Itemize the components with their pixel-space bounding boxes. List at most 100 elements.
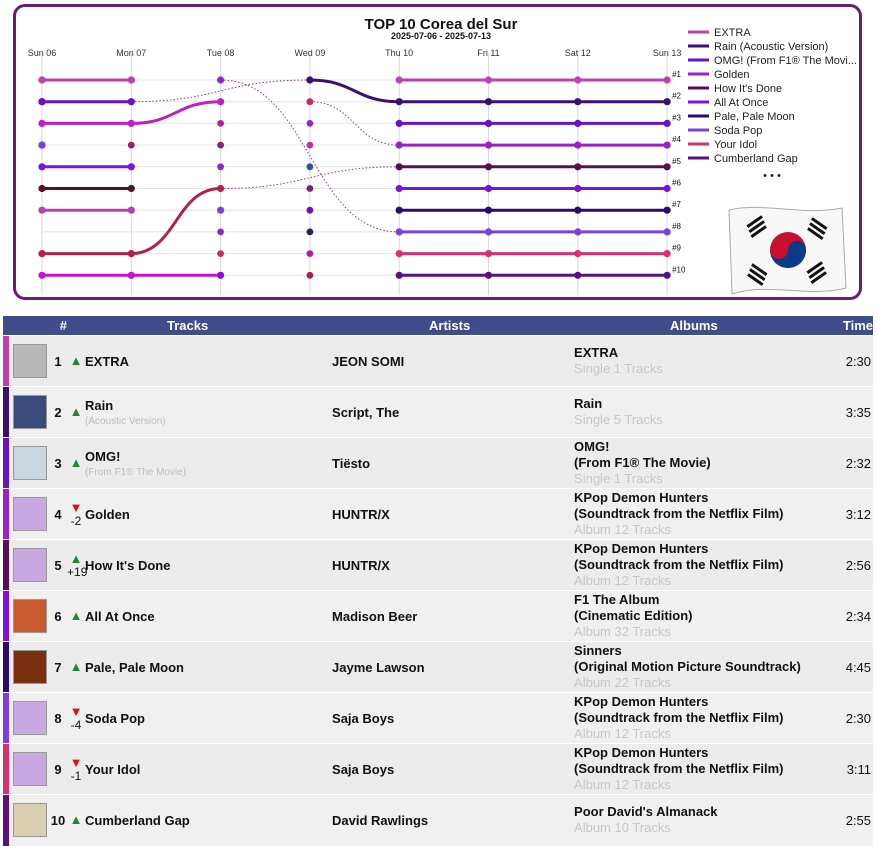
table-row[interactable]: 1 ▲ EXTRA JEON SOMI EXTRA Single 1 Tracks… (3, 335, 874, 387)
album-cell[interactable]: F1 The Album (Cinematic Edition) Album 32 … (574, 590, 830, 642)
legend-entry[interactable]: Cumberland Gap (714, 153, 798, 165)
album-cell[interactable]: KPop Demon Hunters (Soundtrack from the N… (574, 488, 830, 540)
rank-point (306, 76, 314, 84)
artist-name[interactable]: Saja Boys (331, 743, 575, 795)
album-cell[interactable]: OMG! (From F1® The Movie) Single 1 Tracks (574, 437, 830, 489)
track-title[interactable]: Your Idol (85, 761, 141, 777)
legend-entry[interactable]: Pale, Pale Moon (714, 111, 795, 123)
rank-change-cell: ▲ (67, 590, 86, 642)
legend-entry[interactable]: OMG! (From F1® The Movi... (714, 55, 857, 67)
table-row[interactable]: 10 ▲ Cumberland Gap David Rawlings Poor … (3, 794, 874, 846)
album-cover-thumbnail[interactable] (13, 752, 47, 786)
table-row[interactable]: 2 ▲ Rain (Acoustic Version) Script, The R… (3, 386, 874, 438)
rank-point (38, 76, 46, 84)
rank-point (38, 271, 46, 279)
artist-name[interactable]: David Rawlings (331, 794, 575, 846)
artist-name[interactable]: HUNTR/X (331, 539, 575, 591)
album-cover-thumbnail[interactable] (13, 599, 47, 633)
track-subtitle: (Acoustic Version) (85, 415, 166, 427)
rank-point (574, 119, 582, 127)
album-cover-thumbnail[interactable] (13, 701, 47, 735)
rank-point (38, 141, 46, 149)
track-title[interactable]: EXTRA (85, 353, 130, 369)
album-title-line: (Cinematic Edition) (574, 608, 693, 623)
track-title[interactable]: Golden (85, 506, 130, 522)
artist-name[interactable]: Jayme Lawson (331, 641, 575, 693)
legend-entry[interactable]: Your Idol (714, 139, 757, 151)
table-row[interactable]: 3 ▲ OMG! (From F1® The Movie) Tiësto OMG!… (3, 437, 874, 489)
rank-point (574, 76, 582, 84)
legend-entry[interactable]: All At Once (714, 97, 768, 109)
album-cover-thumbnail[interactable] (13, 344, 47, 378)
album-meta: Album 12 Tracks (574, 522, 671, 537)
album-cell[interactable]: KPop Demon Hunters (Soundtrack from the N… (574, 692, 830, 744)
album-title-line: KPop Demon Hunters (574, 694, 709, 709)
trend-down-icon: ▼ (69, 703, 83, 719)
rank-point (574, 141, 582, 149)
album-title-line: KPop Demon Hunters (574, 745, 709, 760)
track-title[interactable]: How It's Done (85, 557, 171, 573)
track-cell: Cumberland Gap (85, 794, 332, 846)
header-albums[interactable]: Albums (574, 316, 830, 336)
rank-point (127, 163, 135, 171)
legend-entry[interactable]: Rain (Acoustic Version) (714, 41, 828, 53)
track-title[interactable]: All At Once (85, 608, 155, 624)
track-cell: Rain (Acoustic Version) (85, 386, 332, 438)
album-cell[interactable]: Poor David's Almanack Album 10 Tracks (574, 794, 830, 846)
table-row[interactable]: 4 ▼ -2 Golden HUNTR/X KPop Demon Hunters(… (3, 488, 874, 540)
rank-point (217, 228, 225, 236)
artist-name[interactable]: Madison Beer (331, 590, 575, 642)
rank-position: 4 (49, 488, 68, 540)
album-title-line: KPop Demon Hunters (574, 541, 709, 556)
legend-entry[interactable]: Golden (714, 69, 749, 81)
album-cell[interactable]: KPop Demon Hunters (Soundtrack from the N… (574, 539, 830, 591)
rank-color-stripe (3, 590, 9, 642)
rank-point (38, 184, 46, 193)
header-tracks[interactable]: Tracks (67, 316, 332, 336)
track-title[interactable]: Soda Pop (85, 710, 145, 726)
header-rank[interactable]: # (3, 316, 68, 336)
series-line (42, 100, 668, 125)
track-title[interactable]: OMG! (85, 448, 121, 464)
table-row[interactable]: 5 ▲ +19 How It's Done HUNTR/X KPop Demon … (3, 539, 874, 591)
table-row[interactable]: 6 ▲ All At Once Madison Beer F1 The Albu… (3, 590, 874, 642)
track-title[interactable]: Cumberland Gap (85, 812, 190, 828)
album-cover-thumbnail[interactable] (13, 446, 47, 480)
album-cover-thumbnail[interactable] (13, 548, 47, 582)
track-duration: 2:34 (829, 590, 874, 642)
artist-name[interactable]: Tiësto (331, 437, 575, 489)
legend-entry[interactable]: How It's Done (714, 83, 782, 95)
album-cell[interactable]: Rain Single 5 Tracks (574, 386, 830, 438)
artist-name[interactable]: HUNTR/X (331, 488, 575, 540)
album-cover-thumbnail[interactable] (13, 395, 47, 429)
album-cover-thumbnail[interactable] (13, 650, 47, 684)
album-cover-thumbnail[interactable] (13, 497, 47, 531)
legend-entry[interactable]: Soda Pop (714, 125, 762, 137)
rank-change-cell: ▼ -1 (67, 743, 86, 795)
header-time[interactable]: Time (829, 316, 874, 336)
table-row[interactable]: 8 ▼ -4 Soda Pop Saja Boys KPop Demon Hunt… (3, 692, 874, 744)
track-title[interactable]: Pale, Pale Moon (85, 659, 184, 675)
album-cover-thumbnail[interactable] (13, 803, 47, 838)
artist-name[interactable]: Script, The (331, 386, 575, 438)
rank-point (306, 141, 314, 149)
album-meta: Album 12 Tracks (574, 573, 671, 588)
trend-down-icon: ▼ (69, 499, 83, 515)
track-title[interactable]: Rain (85, 397, 114, 413)
track-duration: 2:32 (829, 437, 874, 489)
legend-entry[interactable]: EXTRA (714, 27, 751, 39)
track-cell: EXTRA (85, 335, 332, 387)
artist-name[interactable]: Saja Boys (331, 692, 575, 744)
table-row[interactable]: 9 ▼ -1 Your Idol Saja Boys KPop Demon Hun… (3, 743, 874, 795)
album-cell[interactable]: EXTRA Single 1 Tracks (574, 335, 830, 387)
rank-point (663, 163, 671, 171)
table-row[interactable]: 7 ▲ Pale, Pale Moon Jayme Lawson Sinners… (3, 641, 874, 693)
header-artists[interactable]: Artists (331, 316, 575, 336)
rank-point (217, 163, 225, 171)
album-cell[interactable]: KPop Demon Hunters (Soundtrack from the N… (574, 743, 830, 795)
trend-up-icon: ▲ (69, 659, 83, 674)
artist-name[interactable]: JEON SOMI (331, 335, 575, 387)
rank-change-cell: ▲ +19 (67, 539, 87, 591)
rank-point (574, 250, 582, 258)
album-cell[interactable]: Sinners (Original Motion Picture Soundtra… (574, 641, 830, 693)
